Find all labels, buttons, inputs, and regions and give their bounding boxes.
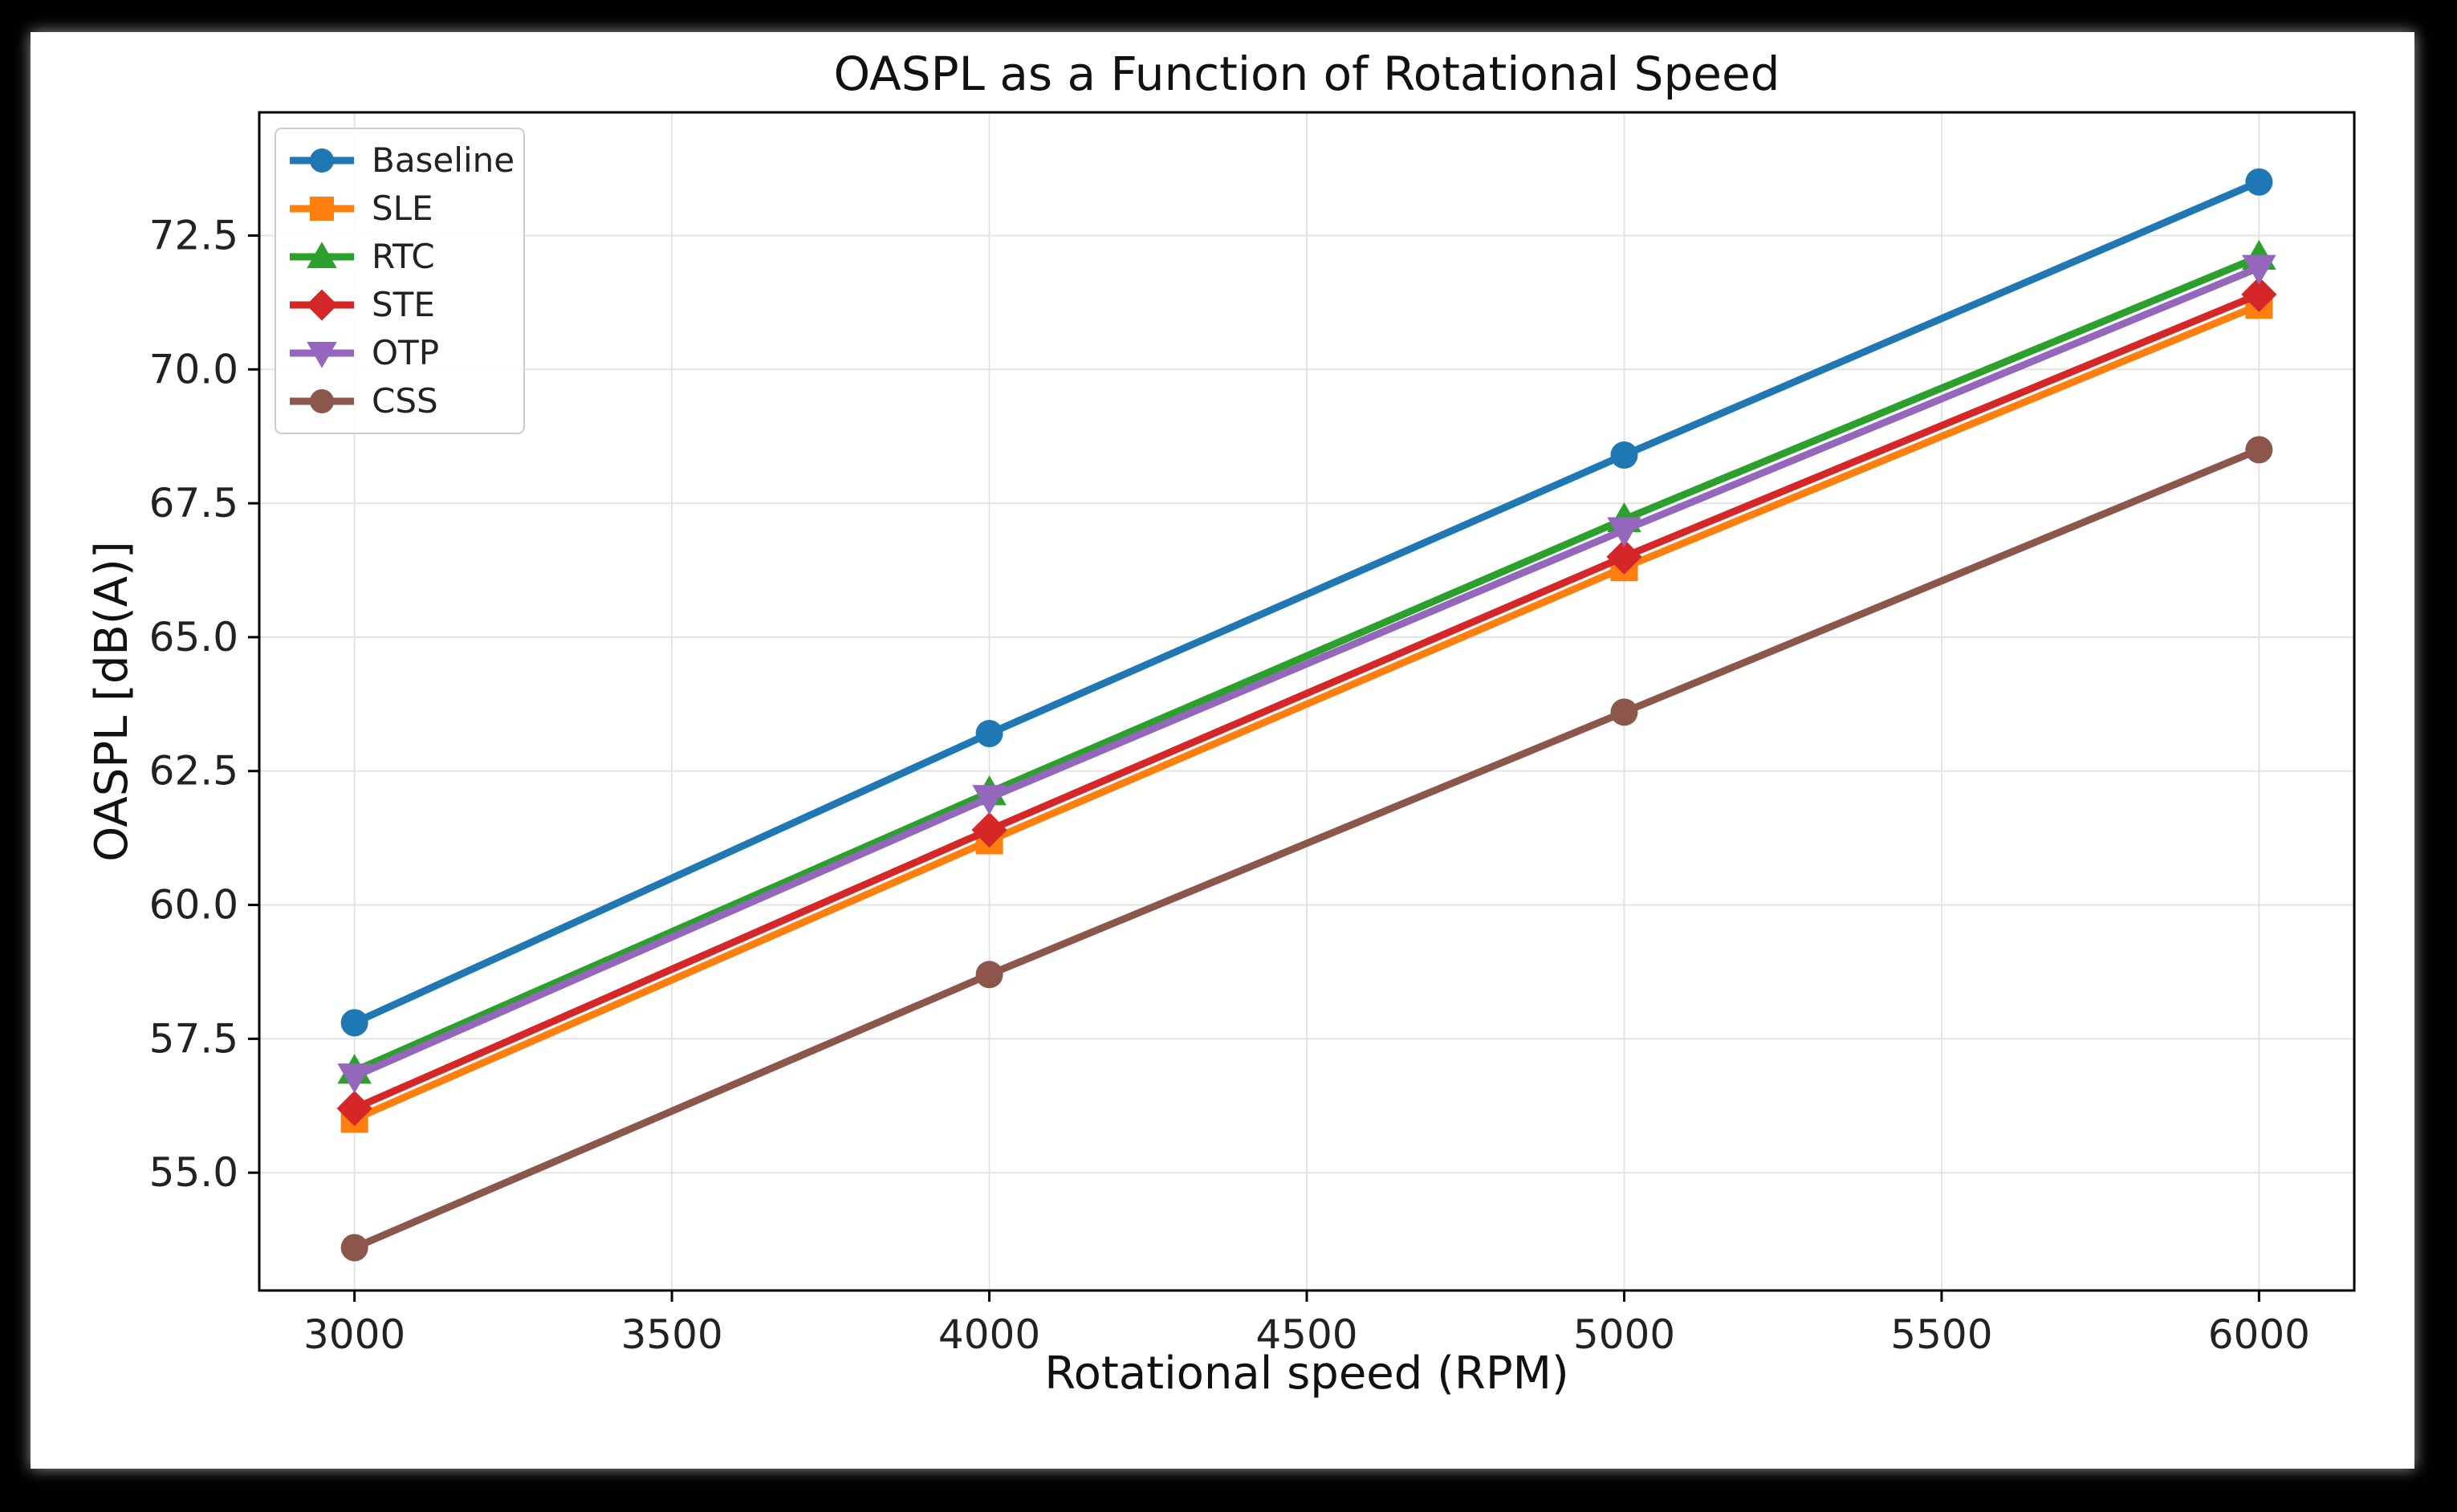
series-baseline: [340, 168, 2273, 1037]
data-point-baseline: [1610, 441, 1638, 469]
y-tick-label: 57.5: [149, 1015, 238, 1062]
series-ste: [336, 276, 2277, 1127]
legend-entry-baseline: Baseline: [290, 140, 515, 180]
legend-label: STE: [372, 285, 435, 324]
data-point-baseline: [975, 720, 1003, 748]
legend-marker: [310, 389, 334, 413]
series-line-rtc: [352, 254, 2261, 1075]
series-layer: [336, 168, 2277, 1262]
legend-marker: [306, 289, 338, 321]
data-point-ste: [2241, 276, 2277, 312]
y-tick-label: 67.5: [149, 480, 238, 526]
legend-label: SLE: [372, 189, 433, 228]
x-tick-label: 3500: [620, 1311, 722, 1358]
y-axis-ticks: 55.0 57.5 60.0 62.5 65.0 67.5 70.0 72.5: [149, 212, 259, 1196]
data-point-ste: [336, 1091, 372, 1127]
data-point-otp: [337, 1063, 372, 1094]
y-tick-label: 72.5: [149, 212, 238, 258]
legend-label: RTC: [372, 237, 435, 276]
series-otp: [337, 254, 2276, 1094]
legend-box: [275, 128, 525, 434]
series-css: [340, 436, 2273, 1262]
chart-title: OASPL as a Function of Rotational Speed: [834, 47, 1780, 101]
legend-marker: [307, 341, 337, 368]
series-line-sle: [352, 302, 2261, 1123]
y-tick-label: 65.0: [149, 614, 238, 660]
legend-marker: [307, 242, 337, 269]
x-tick-label: 5500: [1890, 1311, 1992, 1358]
x-tick-label: 4500: [1255, 1311, 1357, 1358]
legend-entry-rtc: RTC: [290, 237, 435, 276]
series-line-ste: [352, 291, 2261, 1112]
data-point-css: [340, 1234, 368, 1262]
legend-entry-ste: STE: [290, 285, 435, 324]
line-chart: OASPL as a Function of Rotational Speed …: [86, 47, 2356, 1400]
data-point-otp: [2242, 254, 2276, 285]
data-point-css: [975, 961, 1003, 989]
x-tick-label: 3000: [303, 1311, 405, 1358]
legend: Baseline SLE RTC STE OTP CSS: [275, 128, 525, 434]
legend-entry-css: CSS: [290, 381, 438, 421]
legend-label: Baseline: [372, 140, 515, 180]
series-line-css: [352, 446, 2261, 1251]
data-point-css: [2245, 436, 2273, 464]
legend-entry-otp: OTP: [290, 333, 439, 372]
data-point-baseline: [340, 1009, 368, 1037]
data-point-ste: [971, 812, 1007, 848]
x-axis-label: Rotational speed (RPM): [1044, 1347, 1569, 1400]
legend-marker: [310, 197, 334, 221]
series-line-otp: [352, 264, 2261, 1080]
chart-frame: OASPL as a Function of Rotational Speed …: [31, 32, 2414, 1469]
legend-label: OTP: [372, 333, 439, 372]
data-point-otp: [1607, 517, 1641, 547]
x-axis-ticks: 3000 3500 4000 4500 5000 5500 6000: [303, 1290, 2310, 1358]
x-tick-label: 5000: [1573, 1311, 1675, 1358]
y-tick-label: 55.0: [149, 1149, 238, 1196]
data-point-ste: [1606, 539, 1642, 575]
legend-label: CSS: [372, 381, 438, 421]
legend-entry-sle: SLE: [290, 189, 433, 228]
x-tick-label: 6000: [2208, 1311, 2310, 1358]
y-axis-label: OASPL [dB(A)]: [86, 541, 138, 861]
x-tick-label: 4000: [938, 1311, 1040, 1358]
series-line-baseline: [352, 178, 2261, 1026]
y-tick-label: 62.5: [149, 748, 238, 795]
legend-marker: [310, 148, 334, 173]
y-tick-label: 60.0: [149, 882, 238, 929]
data-point-baseline: [2245, 168, 2273, 196]
data-point-css: [1610, 698, 1638, 726]
data-point-otp: [972, 785, 1007, 815]
y-tick-label: 70.0: [149, 346, 238, 392]
